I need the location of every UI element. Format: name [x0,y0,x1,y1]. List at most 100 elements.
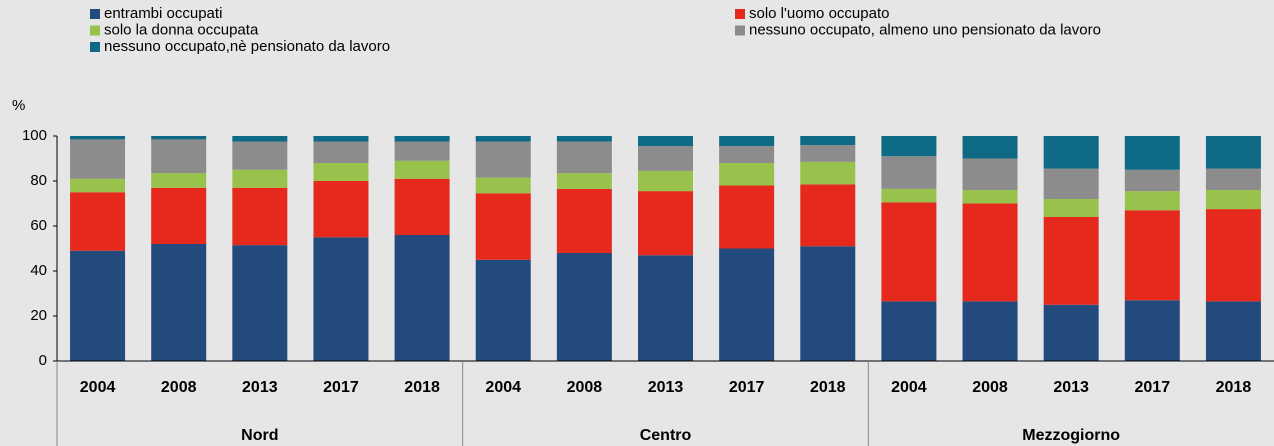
bar-segment [394,141,450,161]
y-tick-label: 100 [22,127,47,144]
bar-segment [1205,168,1261,190]
legend-swatch [735,9,745,19]
bar-segment [394,160,450,179]
bar-segment [394,235,450,361]
bar-segment [881,136,937,157]
bar-segment [719,185,775,249]
bar-segment [1124,191,1180,211]
bar-segment [556,253,612,361]
bar-segment [394,136,450,142]
group-label: Centro [640,427,692,444]
bar-segment [313,163,369,181]
bar-segment [394,178,450,235]
x-tick-label: 2008 [567,379,603,396]
legend-label: solo l'uomo occupato [749,5,889,22]
bar-segment [1205,136,1261,169]
legend-label: nessuno occupato, almeno uno pensionato … [749,21,1101,38]
bar-segment [232,169,288,188]
bar-segment [1043,217,1099,305]
legend-label: nessuno occupato,nè pensionato da lavoro [104,38,390,55]
bar-segment [881,202,937,302]
bar-segment [475,177,531,194]
x-tick-label: 2004 [80,379,116,396]
y-tick-label: 0 [39,352,47,369]
bar-segment [151,187,207,244]
bar-segment [1043,199,1099,217]
bar-segment [800,145,856,162]
bar-segment [232,245,288,361]
bar-segment [1124,210,1180,301]
bar-segment [962,190,1018,204]
x-tick-label: 2018 [404,379,440,396]
bar-segment [800,136,856,145]
x-tick-label: 2004 [891,379,927,396]
x-tick-label: 2018 [1216,379,1252,396]
bar-segment [719,146,775,163]
bar-segment [151,244,207,361]
bar-segment [638,191,693,256]
legend-swatch [90,25,100,36]
x-tick-label: 2018 [810,379,846,396]
legend-swatch [735,25,745,36]
bar-segment [232,141,288,170]
bar-segment [151,139,207,174]
bar-segment [313,141,369,163]
bar-segment [70,192,126,251]
bar-segment [70,136,126,140]
y-tick-label: 60 [30,217,47,234]
bar-segment [800,161,856,185]
bar-segment [1205,301,1261,361]
bar-segment [638,255,693,361]
legend-label: solo la donna occupata [104,21,259,38]
legend-swatch [90,9,100,19]
bar-segment [962,203,1018,302]
bar-segment [151,173,207,188]
bar-segment [719,136,775,147]
x-tick-label: 2013 [1053,379,1089,396]
y-axis-label: % [12,97,25,114]
bar-segment [475,193,531,260]
bar-segment [881,188,937,203]
y-tick-label: 20 [30,307,47,324]
bar-segment [638,170,693,192]
bar-segment [556,188,612,253]
bar-segment [313,181,369,238]
bar-segment [556,173,612,189]
group-label: Nord [241,427,278,444]
bar-segment [232,187,288,246]
bar-segment [313,237,369,361]
x-tick-label: 2008 [972,379,1008,396]
bar-segment [70,178,126,193]
bar-segment [962,158,1018,190]
bar-segment [800,246,856,361]
bar-segment [881,301,937,361]
bar-segment [962,301,1018,361]
bar-segment [638,146,693,171]
x-tick-label: 2013 [648,379,684,396]
bar-segment [70,250,126,361]
bar-segment [638,136,693,147]
bar-segment [556,136,612,142]
x-tick-label: 2008 [161,379,197,396]
bar-segment [719,163,775,186]
bar-segment [1043,136,1099,169]
y-tick-label: 40 [30,262,47,279]
bar-segment [881,156,937,189]
bar-segment [70,139,126,179]
bar-segment [1124,300,1180,361]
x-tick-label: 2017 [323,379,359,396]
group-label: Mezzogiorno [1022,427,1120,444]
x-tick-label: 2017 [1135,379,1171,396]
bar-segment [232,136,288,142]
x-tick-label: 2013 [242,379,278,396]
x-tick-label: 2004 [485,379,521,396]
legend-label: entrambi occupati [104,5,222,22]
bar-segment [475,259,531,361]
bar-segment [475,141,531,178]
bar-segment [719,248,775,361]
bar-segment [313,136,369,142]
bar-segment [800,184,856,247]
x-tick-label: 2017 [729,379,765,396]
bar-segment [1205,190,1261,210]
bar-segment [151,136,207,140]
